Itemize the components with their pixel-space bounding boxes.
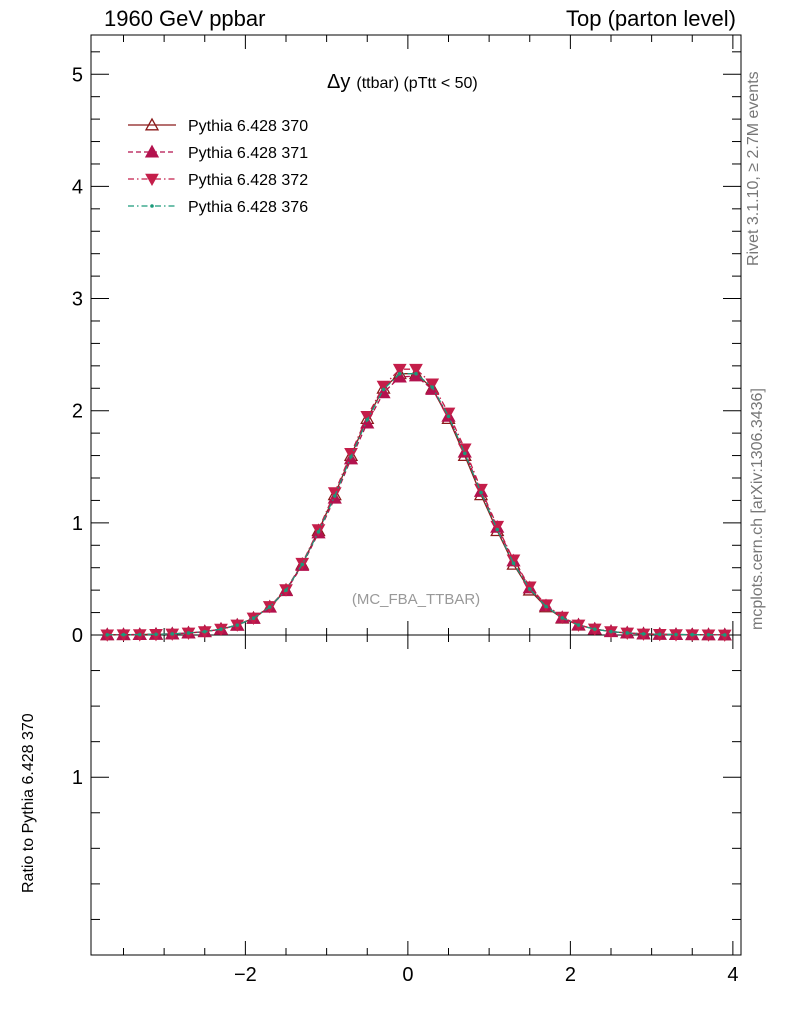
legend-entry: Pythia 6.428 370 — [128, 117, 308, 135]
y-tick-label: 0 — [72, 625, 83, 647]
x-tick-label: 0 — [402, 964, 413, 986]
legend-label: Pythia 6.428 370 — [188, 118, 308, 135]
data-point — [170, 632, 175, 636]
data-point — [625, 631, 630, 635]
ratio-plot-frame — [90, 634, 742, 956]
data-point — [544, 604, 548, 609]
data-point — [316, 530, 321, 534]
data-point — [474, 483, 488, 497]
series-2 — [100, 363, 732, 642]
series-layer — [100, 363, 732, 642]
data-point — [641, 632, 646, 636]
y-tick-label: 4 — [72, 176, 83, 198]
legend-label: Pythia 6.428 371 — [188, 145, 308, 162]
y-tick-label: 2 — [72, 401, 83, 423]
data-point — [365, 417, 370, 422]
data-point — [332, 494, 337, 498]
data-point — [722, 633, 727, 637]
data-point — [300, 562, 305, 567]
data-point — [381, 387, 386, 392]
y-tick-label: 3 — [72, 289, 83, 311]
data-point — [154, 632, 158, 637]
data-point — [144, 117, 160, 131]
data-point — [446, 414, 451, 419]
ratio-plot-axes: −2 0 2 4 1 — [72, 634, 742, 986]
data-point — [235, 623, 240, 627]
data-point — [479, 490, 483, 495]
x-tick-label: 2 — [565, 964, 576, 986]
data-point — [392, 363, 407, 377]
legend-entry: Pythia 6.428 376 — [128, 199, 308, 216]
data-point — [511, 561, 516, 566]
legend-label: Pythia 6.428 376 — [188, 199, 308, 216]
plot-title: Δy (ttbar) (pTtt < 50) — [327, 71, 478, 93]
data-point — [219, 627, 223, 631]
series-0 — [100, 366, 732, 641]
data-point — [284, 588, 288, 592]
plot-title-main: Δy — [327, 71, 350, 93]
data-point — [414, 371, 418, 376]
data-point — [495, 527, 500, 532]
data-point — [430, 385, 435, 389]
data-point — [360, 411, 375, 424]
data-point — [527, 587, 532, 591]
data-point — [121, 632, 126, 637]
data-point — [462, 451, 467, 456]
series-line — [107, 368, 725, 636]
data-point — [186, 631, 191, 635]
analysis-watermark: (MC_FBA_TTBAR) — [352, 591, 480, 608]
data-point — [690, 632, 695, 637]
process-label: Top (parton level) — [566, 6, 736, 31]
ratio-y-tick-label: 1 — [72, 767, 83, 789]
legend-entry: Pythia 6.428 372 — [128, 172, 308, 189]
y-tick-label: 5 — [72, 64, 83, 86]
plot-title-sub: (ttbar) (pTtt < 50) — [356, 75, 477, 92]
legend: Pythia 6.428 370 Pythia 6.428 371 Pythia 6… — [128, 117, 308, 216]
plot-titles: Δy (ttbar) (pTtt < 50) (MC_FBA_TTBAR) — [327, 71, 480, 608]
data-point — [425, 378, 440, 391]
data-point — [397, 371, 402, 376]
data-point — [251, 616, 256, 620]
legend-label: Pythia 6.428 372 — [188, 172, 308, 189]
data-point — [349, 454, 353, 459]
data-point — [267, 605, 272, 609]
data-point — [144, 144, 160, 158]
data-point — [137, 632, 142, 637]
legend-entry: Pythia 6.428 371 — [128, 144, 308, 162]
x-tick-label: −2 — [234, 964, 257, 986]
data-point — [145, 173, 159, 187]
data-point — [409, 363, 423, 377]
series-1 — [100, 368, 732, 641]
y-tick-label: 1 — [72, 513, 83, 535]
collider-energy-label: 1960 GeV ppbar — [104, 6, 266, 31]
data-point — [150, 204, 154, 208]
data-point — [576, 623, 581, 627]
data-point — [202, 629, 207, 634]
data-point — [657, 632, 662, 637]
data-point — [560, 616, 565, 620]
x-tick-label: 4 — [727, 964, 738, 986]
main-plot-axes: 0 1 2 3 4 5 — [72, 34, 742, 647]
data-point — [327, 487, 342, 500]
data-point — [592, 627, 597, 631]
data-point — [105, 632, 110, 637]
data-point — [706, 632, 711, 637]
data-point — [674, 632, 678, 637]
series-3 — [105, 371, 727, 637]
data-point — [609, 629, 613, 634]
